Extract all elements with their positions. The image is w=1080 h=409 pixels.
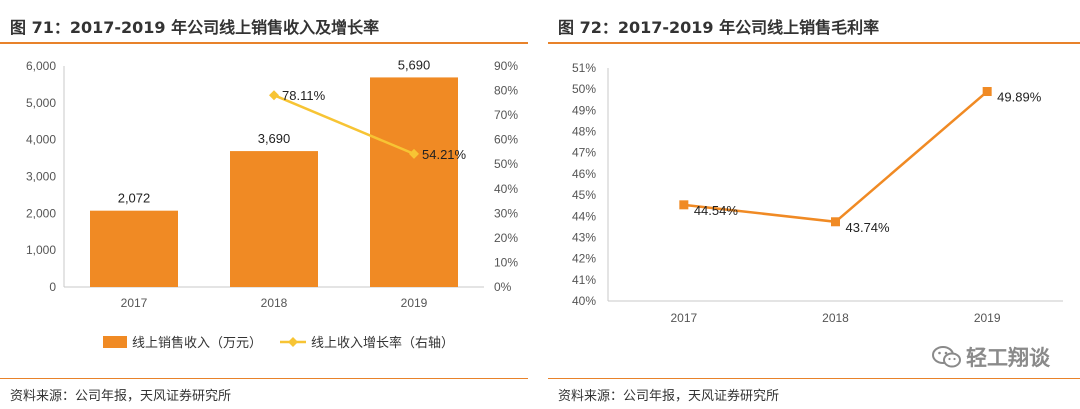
y2-tick-label: 40% <box>494 182 518 196</box>
x-tick-label: 2018 <box>261 296 288 310</box>
y-tick-label: 50% <box>572 82 596 96</box>
y-tick-label: 2,000 <box>26 206 56 220</box>
x-tick-label: 2019 <box>401 296 428 310</box>
right-source-divider <box>548 378 1080 379</box>
legend-line-marker <box>288 337 298 347</box>
x-tick-label: 2017 <box>121 296 148 310</box>
y2-tick-label: 30% <box>494 206 518 220</box>
y2-tick-label: 10% <box>494 255 518 269</box>
y-tick-label: 51% <box>572 61 596 75</box>
x-tick-label: 2018 <box>822 311 849 325</box>
y-tick-label: 49% <box>572 103 596 117</box>
bar <box>230 151 318 287</box>
y-tick-label: 44% <box>572 209 596 223</box>
wechat-icon <box>932 346 961 368</box>
left-source-divider <box>0 378 528 379</box>
y2-tick-label: 70% <box>494 108 518 122</box>
y2-tick-label: 50% <box>494 157 518 171</box>
bar <box>370 77 458 287</box>
y-tick-label: 0 <box>49 280 56 294</box>
y-tick-label: 1,000 <box>26 243 56 257</box>
bar-data-label: 5,690 <box>398 57 431 72</box>
bar <box>90 210 178 287</box>
watermark-text: 轻工翔谈 <box>966 346 1050 370</box>
right-title-divider <box>548 42 1080 44</box>
margin-marker <box>831 217 840 227</box>
bar-data-label: 3,690 <box>258 131 291 146</box>
right-chart: 40% 41% 42% 43% 44% 45% 46% 47% 48% 49% 50% 51% 2017… <box>572 61 1063 325</box>
y-tick-label: 42% <box>572 252 596 266</box>
legend-bar-swatch <box>103 336 127 348</box>
left-chart-title: 图 71：2017-2019 年公司线上销售收入及增长率 <box>10 18 380 37</box>
y2-tick-label: 0% <box>494 280 512 294</box>
growth-data-label: 54.21% <box>422 147 467 162</box>
left-chart-panel: 图 71：2017-2019 年公司线上销售收入及增长率 0 1,000 2,000… <box>0 0 528 409</box>
y2-tick-label: 60% <box>494 133 518 147</box>
left-chart: 0 1,000 2,000 3,000 4,000 5,000 6,000 0% 10% 20% 3… <box>26 57 518 350</box>
right-chart-panel: 图 72：2017-2019 年公司线上销售毛利率 40% 41% 42% 43% 44… <box>548 0 1080 409</box>
growth-marker <box>409 148 419 159</box>
growth-line <box>273 94 415 156</box>
y2-tick-label: 20% <box>494 231 518 245</box>
y-tick-label: 41% <box>572 273 596 287</box>
margin-data-label: 49.89% <box>997 90 1042 105</box>
y-tick-label: 47% <box>572 146 596 160</box>
y-tick-label: 6,000 <box>26 59 56 73</box>
watermark: 轻工翔谈 <box>932 342 1050 372</box>
margin-marker <box>679 200 689 210</box>
margin-marker <box>982 87 992 97</box>
y2-tick-label: 90% <box>494 59 518 73</box>
y-tick-label: 3,000 <box>26 170 56 184</box>
growth-marker <box>269 90 279 101</box>
growth-data-label: 78.11% <box>282 88 326 103</box>
left-source-note: 资料来源：公司年报，天风证券研究所 <box>10 389 232 404</box>
y-tick-label: 40% <box>572 294 596 308</box>
bar-data-label: 2,072 <box>118 191 151 206</box>
y-tick-label: 5,000 <box>26 96 56 110</box>
y-tick-label: 43% <box>572 230 596 244</box>
x-tick-label: 2019 <box>974 311 1001 325</box>
x-tick-label: 2017 <box>670 311 697 325</box>
y-tick-label: 4,000 <box>26 133 56 147</box>
margin-data-label: 44.54% <box>694 203 739 218</box>
y2-tick-label: 80% <box>494 84 518 98</box>
right-chart-title: 图 72：2017-2019 年公司线上销售毛利率 <box>558 18 880 37</box>
y-tick-label: 48% <box>572 125 596 139</box>
margin-data-label: 43.74% <box>846 220 891 235</box>
legend-line-label: 线上收入增长率（右轴） <box>311 335 454 350</box>
legend-bar-label: 线上销售收入（万元） <box>132 335 262 350</box>
y-tick-label: 46% <box>572 167 596 181</box>
y-tick-label: 45% <box>572 188 596 202</box>
right-source-note: 资料来源：公司年报，天风证券研究所 <box>558 389 780 404</box>
left-title-divider <box>0 42 528 44</box>
